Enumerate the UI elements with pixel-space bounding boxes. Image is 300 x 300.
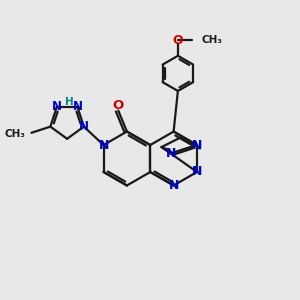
- Text: N: N: [192, 166, 202, 178]
- Text: N: N: [79, 120, 89, 133]
- Text: N: N: [52, 100, 62, 113]
- Text: N: N: [192, 139, 202, 152]
- Text: CH₃: CH₃: [201, 35, 222, 45]
- Text: N: N: [73, 100, 82, 113]
- Text: N: N: [166, 147, 176, 160]
- Text: H: H: [65, 97, 74, 107]
- Text: CH₃: CH₃: [4, 129, 25, 139]
- Text: O: O: [172, 34, 183, 47]
- Text: N: N: [98, 139, 109, 152]
- Text: O: O: [112, 99, 124, 112]
- Text: N: N: [168, 179, 179, 192]
